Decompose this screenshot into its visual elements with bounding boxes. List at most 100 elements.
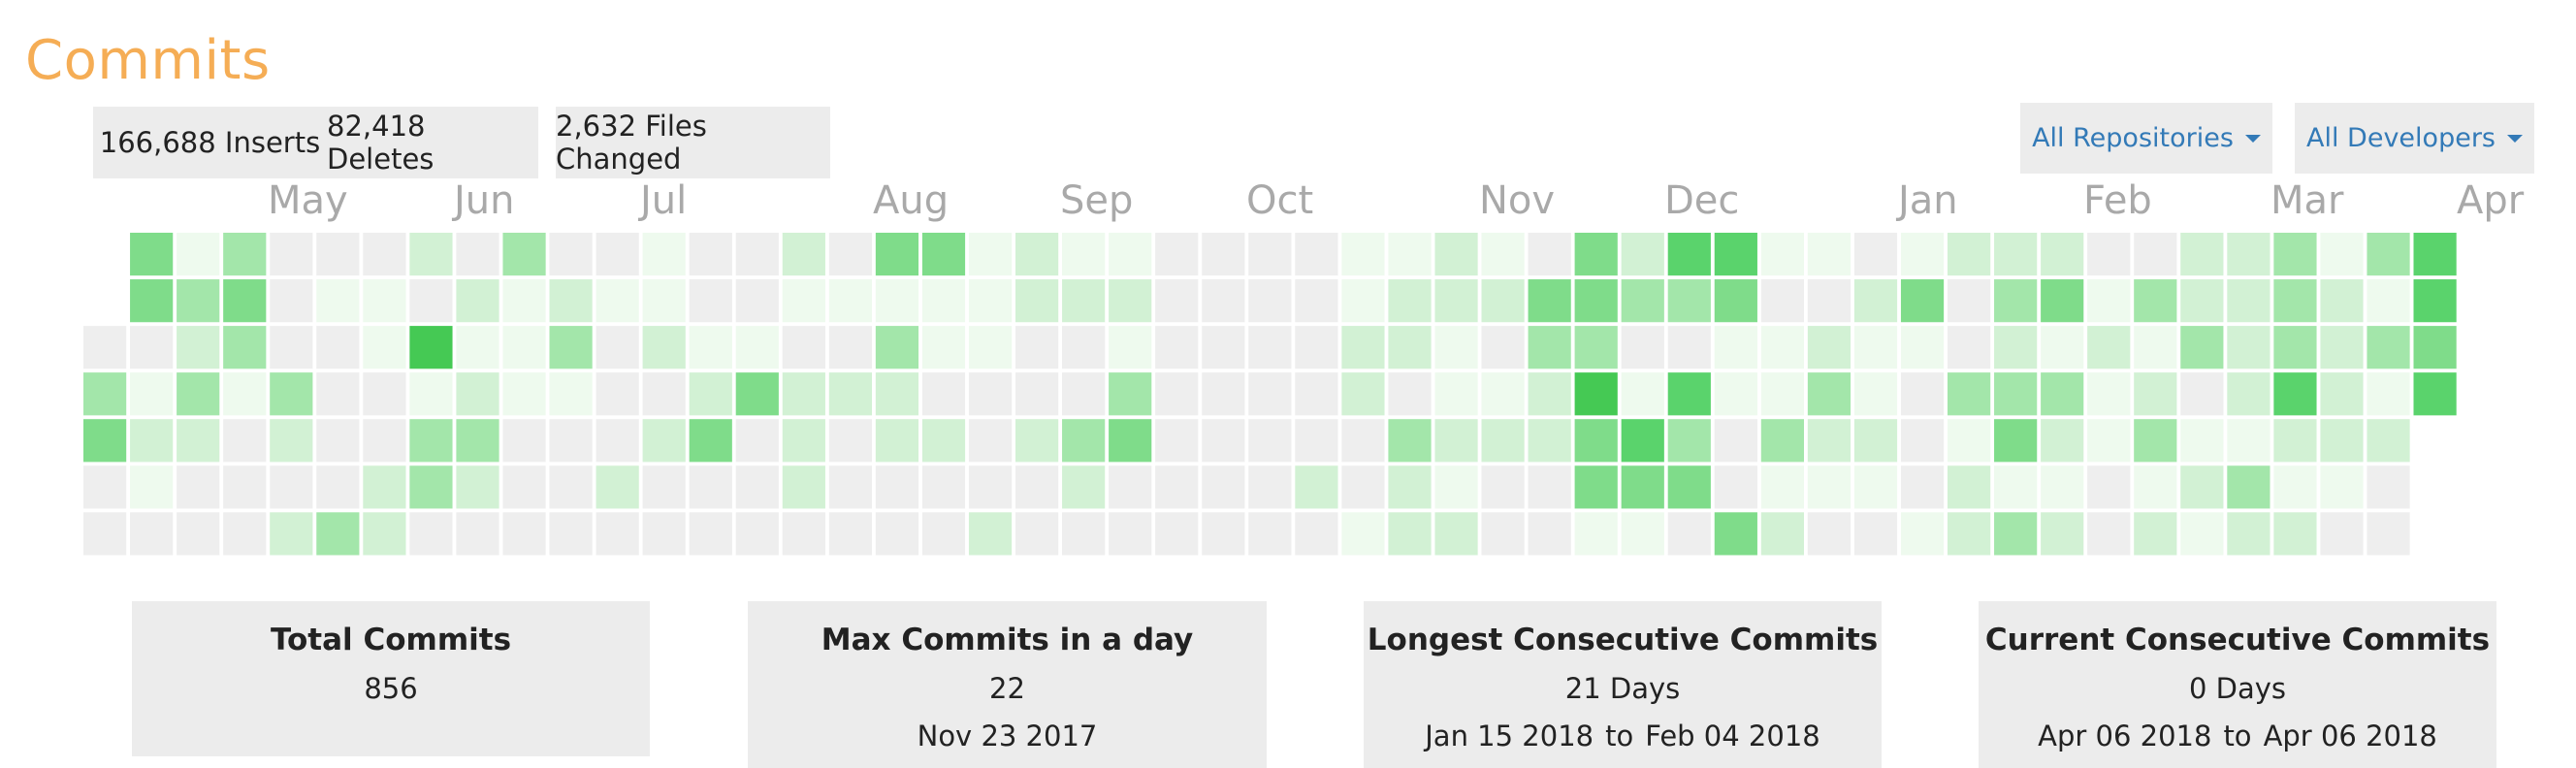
- heatmap-cell[interactable]: [1062, 512, 1106, 556]
- heatmap-cell[interactable]: [2227, 465, 2270, 509]
- heatmap-cell[interactable]: [1667, 233, 1711, 276]
- heatmap-cell[interactable]: [1388, 465, 1432, 509]
- heatmap-cell[interactable]: [1948, 233, 1991, 276]
- heatmap-cell[interactable]: [2087, 465, 2131, 509]
- heatmap-cell[interactable]: [921, 419, 966, 463]
- heatmap-cell[interactable]: [549, 372, 593, 416]
- heatmap-cell[interactable]: [1202, 372, 1245, 416]
- heatmap-cell[interactable]: [1528, 372, 1571, 416]
- developers-dropdown[interactable]: All Developers: [2295, 103, 2534, 174]
- heatmap-cell[interactable]: [363, 512, 406, 556]
- heatmap-cell[interactable]: [1341, 465, 1385, 509]
- heatmap-cell[interactable]: [1062, 465, 1106, 509]
- heatmap-cell[interactable]: [2367, 233, 2410, 276]
- heatmap-cell[interactable]: [2367, 372, 2410, 416]
- heatmap-cell[interactable]: [1853, 279, 1898, 323]
- heatmap-cell[interactable]: [2041, 419, 2084, 463]
- heatmap-cell[interactable]: [1388, 372, 1432, 416]
- heatmap-cell[interactable]: [1015, 279, 1059, 323]
- heatmap-cell[interactable]: [689, 279, 732, 323]
- heatmap-cell[interactable]: [83, 372, 127, 416]
- heatmap-cell[interactable]: [782, 326, 825, 369]
- heatmap-cell[interactable]: [1015, 372, 1059, 416]
- heatmap-cell[interactable]: [2227, 372, 2270, 416]
- heatmap-cell[interactable]: [1109, 326, 1152, 369]
- heatmap-cell[interactable]: [130, 326, 174, 369]
- heatmap-cell[interactable]: [596, 233, 639, 276]
- heatmap-cell[interactable]: [828, 372, 872, 416]
- heatmap-cell[interactable]: [1202, 512, 1245, 556]
- heatmap-cell[interactable]: [1062, 279, 1106, 323]
- heatmap-cell[interactable]: [2227, 326, 2270, 369]
- heatmap-cell[interactable]: [363, 326, 406, 369]
- heatmap-cell[interactable]: [502, 372, 546, 416]
- heatmap-cell[interactable]: [921, 465, 966, 509]
- heatmap-cell[interactable]: [1807, 326, 1852, 369]
- heatmap-cell[interactable]: [1714, 279, 1757, 323]
- heatmap-cell[interactable]: [1853, 465, 1898, 509]
- heatmap-cell[interactable]: [2367, 326, 2410, 369]
- heatmap-cell[interactable]: [1341, 512, 1385, 556]
- heatmap-cell[interactable]: [1481, 419, 1525, 463]
- heatmap-cell[interactable]: [223, 233, 267, 276]
- heatmap-cell[interactable]: [1574, 512, 1618, 556]
- heatmap-cell[interactable]: [1248, 419, 1292, 463]
- heatmap-cell[interactable]: [1714, 512, 1757, 556]
- heatmap-cell[interactable]: [1015, 326, 1059, 369]
- heatmap-cell[interactable]: [2087, 372, 2131, 416]
- heatmap-cell[interactable]: [1481, 279, 1525, 323]
- heatmap-cell[interactable]: [2134, 419, 2177, 463]
- heatmap-cell[interactable]: [1621, 372, 1664, 416]
- heatmap-cell[interactable]: [2227, 233, 2270, 276]
- heatmap-cell[interactable]: [409, 279, 453, 323]
- heatmap-cell[interactable]: [2273, 372, 2317, 416]
- heatmap-cell[interactable]: [1481, 512, 1525, 556]
- heatmap-cell[interactable]: [689, 372, 732, 416]
- heatmap-cell[interactable]: [2134, 233, 2177, 276]
- heatmap-cell[interactable]: [270, 419, 313, 463]
- heatmap-cell[interactable]: [1481, 233, 1525, 276]
- heatmap-cell[interactable]: [270, 233, 313, 276]
- heatmap-cell[interactable]: [363, 372, 406, 416]
- heatmap-cell[interactable]: [2134, 279, 2177, 323]
- heatmap-cell[interactable]: [596, 326, 639, 369]
- heatmap-cell[interactable]: [921, 372, 966, 416]
- heatmap-cell[interactable]: [2320, 233, 2364, 276]
- heatmap-cell[interactable]: [456, 372, 499, 416]
- heatmap-cell[interactable]: [782, 233, 825, 276]
- heatmap-cell[interactable]: [1621, 233, 1664, 276]
- heatmap-cell[interactable]: [1574, 419, 1618, 463]
- heatmap-cell[interactable]: [409, 326, 453, 369]
- heatmap-cell[interactable]: [1434, 279, 1478, 323]
- heatmap-cell[interactable]: [1481, 372, 1525, 416]
- heatmap-cell[interactable]: [1062, 419, 1106, 463]
- heatmap-cell[interactable]: [642, 372, 686, 416]
- heatmap-cell[interactable]: [689, 326, 732, 369]
- heatmap-cell[interactable]: [1714, 233, 1757, 276]
- heatmap-cell[interactable]: [363, 465, 406, 509]
- heatmap-cell[interactable]: [875, 372, 919, 416]
- heatmap-cell[interactable]: [1015, 419, 1059, 463]
- heatmap-cell[interactable]: [270, 326, 313, 369]
- heatmap-cell[interactable]: [409, 233, 453, 276]
- heatmap-cell[interactable]: [1621, 465, 1664, 509]
- heatmap-cell[interactable]: [1853, 419, 1898, 463]
- heatmap-cell[interactable]: [1341, 326, 1385, 369]
- heatmap-cell[interactable]: [456, 419, 499, 463]
- heatmap-cell[interactable]: [735, 279, 779, 323]
- heatmap-cell[interactable]: [363, 279, 406, 323]
- heatmap-cell[interactable]: [735, 465, 779, 509]
- heatmap-cell[interactable]: [1341, 372, 1385, 416]
- heatmap-cell[interactable]: [130, 233, 174, 276]
- heatmap-cell[interactable]: [2087, 326, 2131, 369]
- heatmap-cell[interactable]: [1807, 372, 1852, 416]
- heatmap-cell[interactable]: [1760, 465, 1804, 509]
- heatmap-cell[interactable]: [735, 233, 779, 276]
- heatmap-cell[interactable]: [1434, 512, 1478, 556]
- heatmap-cell[interactable]: [1155, 279, 1199, 323]
- heatmap-cell[interactable]: [177, 326, 220, 369]
- heatmap-cell[interactable]: [1994, 233, 2038, 276]
- heatmap-cell[interactable]: [596, 372, 639, 416]
- heatmap-cell[interactable]: [456, 233, 499, 276]
- heatmap-cell[interactable]: [1109, 512, 1152, 556]
